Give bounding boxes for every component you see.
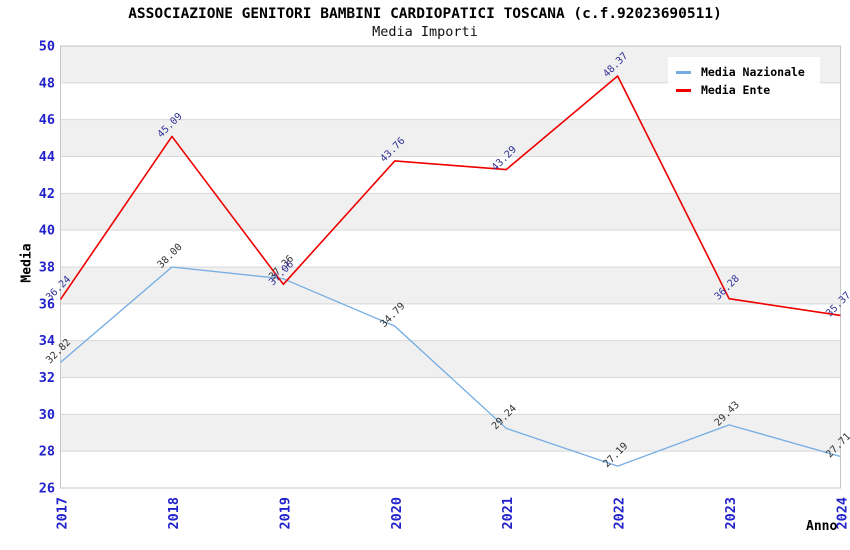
legend-item-media-ente: Media Ente xyxy=(676,81,820,99)
x-tick-label-2020: 2020 xyxy=(389,497,405,530)
chart-title: ASSOCIAZIONE GENITORI BAMBINI CARDIOPATI… xyxy=(128,6,722,22)
legend-label-media-ente: Media Ente xyxy=(701,83,771,97)
x-tick-label-2017: 2017 xyxy=(55,497,71,530)
band-40-42 xyxy=(60,193,841,231)
band-30-32 xyxy=(60,377,841,415)
x-tick-label-2018: 2018 xyxy=(166,497,182,530)
x-tick-label-2024: 2024 xyxy=(835,497,850,530)
y-axis-title: Media xyxy=(19,243,35,283)
x-tick-label-2021: 2021 xyxy=(500,497,516,530)
y-tick-label-48: 48 xyxy=(39,75,55,91)
x-tick-label-2019: 2019 xyxy=(277,497,293,530)
band-32-34 xyxy=(60,340,841,378)
y-tick-label-36: 36 xyxy=(39,296,55,312)
x-tick-label-2023: 2023 xyxy=(723,497,739,530)
plot-border xyxy=(60,45,841,489)
band-42-44 xyxy=(60,156,841,194)
y-tick-label-30: 30 xyxy=(39,407,55,423)
y-tick-label-46: 46 xyxy=(39,112,55,128)
y-axis-tick-labels: 26 28 30 32 34 36 38 40 42 44 46 48 50 xyxy=(39,39,55,497)
legend-item-media-nazionale: Media Nazionale xyxy=(676,63,820,81)
y-tick-label-50: 50 xyxy=(39,39,55,55)
band-34-36 xyxy=(60,303,841,341)
y-tick-label-26: 26 xyxy=(39,481,55,497)
media-nazionale-line-swatch xyxy=(676,70,691,74)
series-line-media-nazionale xyxy=(60,266,841,467)
chart-subtitle: Media Importi xyxy=(372,24,478,40)
y-tick-label-38: 38 xyxy=(39,260,55,276)
x-tick-label-2022: 2022 xyxy=(612,497,628,530)
series-line-media-ente xyxy=(59,75,841,317)
y-tick-label-34: 34 xyxy=(39,333,55,349)
x-axis-tick-labels: 2017 2018 2019 2020 2021 2022 2023 2024 xyxy=(55,497,850,530)
y-tick-label-44: 44 xyxy=(39,149,55,165)
x-axis-title: Anno xyxy=(806,519,838,534)
y-tick-label-42: 42 xyxy=(39,186,55,202)
legend: Media Nazionale Media Ente xyxy=(668,57,820,103)
media-ente-line-swatch xyxy=(676,88,691,92)
band-28-30 xyxy=(60,414,841,452)
band-26-28 xyxy=(60,451,841,488)
legend-label-media-nazionale: Media Nazionale xyxy=(701,65,805,79)
y-tick-label-32: 32 xyxy=(39,370,55,386)
y-tick-label-40: 40 xyxy=(39,223,55,239)
band-36-38 xyxy=(60,267,841,304)
band-44-46 xyxy=(60,119,841,157)
y-tick-label-28: 28 xyxy=(39,444,55,460)
